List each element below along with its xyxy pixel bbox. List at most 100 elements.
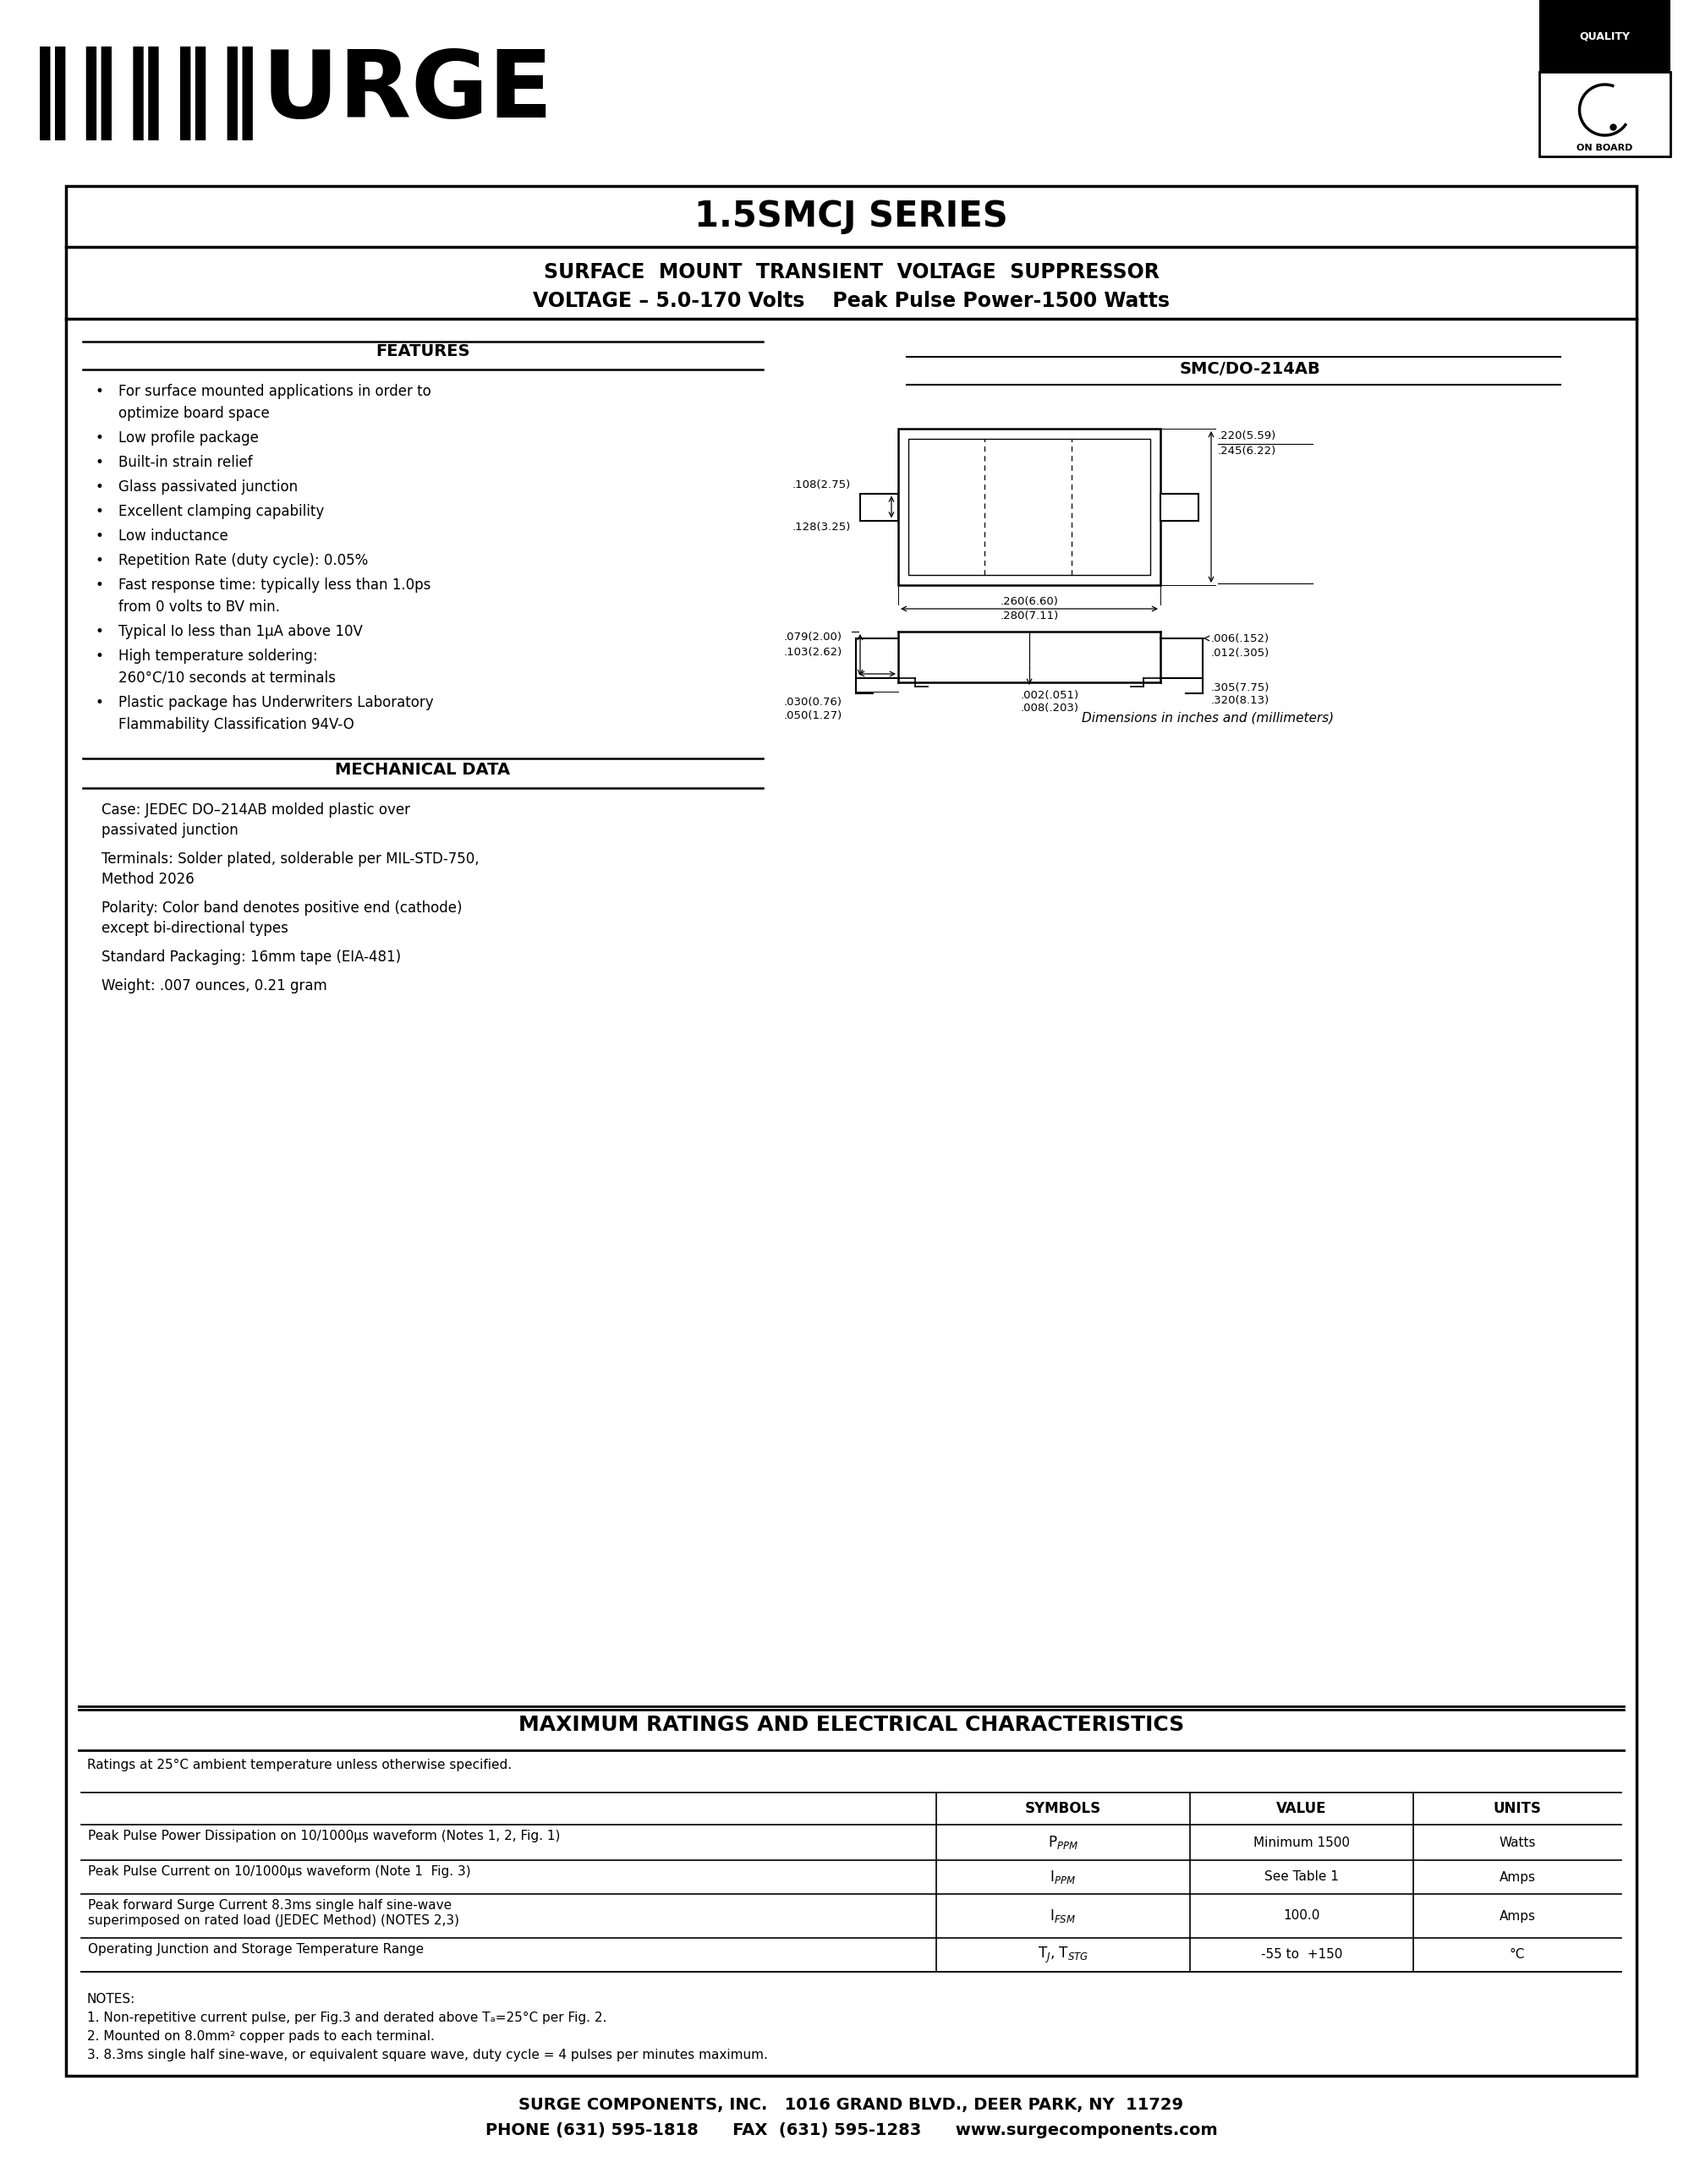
- Text: Peak Pulse Power Dissipation on 10/1000μs waveform (Notes 1, 2, Fig. 1): Peak Pulse Power Dissipation on 10/1000μ…: [88, 1830, 561, 1843]
- Text: •: •: [96, 430, 105, 446]
- Text: ON BOARD: ON BOARD: [1578, 144, 1633, 153]
- Text: .260(6.60): .260(6.60): [1000, 596, 1059, 607]
- Bar: [1160, 494, 1199, 520]
- Text: .220(5.59): .220(5.59): [1218, 430, 1277, 441]
- Text: Ratings at 25°C ambient temperature unless otherwise specified.: Ratings at 25°C ambient temperature unle…: [88, 1758, 512, 1771]
- Text: UNITS: UNITS: [1493, 1802, 1542, 1817]
- Text: MECHANICAL DATA: MECHANICAL DATA: [336, 762, 510, 778]
- Bar: [1539, 72, 1670, 157]
- Text: .245(6.22): .245(6.22): [1218, 446, 1277, 456]
- Text: .006(.152): .006(.152): [1211, 633, 1270, 644]
- Bar: [144, 37, 147, 149]
- Text: Minimum 1500: Minimum 1500: [1253, 1837, 1350, 1848]
- Text: .008(.203): .008(.203): [1020, 703, 1079, 714]
- Text: 1.5SMCJ SERIES: 1.5SMCJ SERIES: [694, 199, 1008, 234]
- Bar: [57, 37, 62, 149]
- Text: •: •: [96, 505, 105, 520]
- Text: •: •: [96, 577, 105, 592]
- Text: SYMBOLS: SYMBOLS: [1025, 1802, 1101, 1817]
- Text: Weight: .007 ounces, 0.21 gram: Weight: .007 ounces, 0.21 gram: [101, 978, 328, 994]
- Bar: [127, 37, 132, 149]
- Text: Repetition Rate (duty cycle): 0.05%: Repetition Rate (duty cycle): 0.05%: [118, 553, 368, 568]
- Text: See Table 1: See Table 1: [1265, 1872, 1339, 1883]
- Text: 100.0: 100.0: [1284, 1909, 1321, 1922]
- Text: ‖‖‖‖‖URGE: ‖‖‖‖‖URGE: [29, 46, 554, 140]
- Bar: [909, 439, 1150, 574]
- Text: .050(1.27): .050(1.27): [784, 710, 843, 721]
- Text: •: •: [96, 529, 105, 544]
- Text: Peak Pulse Current on 10/1000μs waveform (Note 1  Fig. 3): Peak Pulse Current on 10/1000μs waveform…: [88, 1865, 471, 1878]
- Text: NOTES:: NOTES:: [88, 1994, 135, 2005]
- Bar: [899, 428, 1160, 585]
- Text: I$_{PPM}$: I$_{PPM}$: [1051, 1870, 1076, 1885]
- Text: MAXIMUM RATINGS AND ELECTRICAL CHARACTERISTICS: MAXIMUM RATINGS AND ELECTRICAL CHARACTER…: [519, 1714, 1184, 1734]
- Text: .012(.305): .012(.305): [1211, 649, 1270, 660]
- Text: 1. Non-repetitive current pulse, per Fig.3 and derated above Tₐ=25°C per Fig. 2.: 1. Non-repetitive current pulse, per Fig…: [88, 2011, 606, 2025]
- Text: •: •: [96, 480, 105, 494]
- Text: Peak forward Surge Current 8.3ms single half sine-wave: Peak forward Surge Current 8.3ms single …: [88, 1900, 451, 1911]
- Text: .002(.051): .002(.051): [1020, 690, 1079, 701]
- Text: °C: °C: [1510, 1948, 1525, 1961]
- Text: 260°C/10 seconds at terminals: 260°C/10 seconds at terminals: [118, 670, 336, 686]
- Text: -55 to  +150: -55 to +150: [1262, 1948, 1343, 1961]
- Text: Amps: Amps: [1500, 1872, 1535, 1883]
- Text: Terminals: Solder plated, solderable per MIL-STD-750,: Terminals: Solder plated, solderable per…: [101, 852, 480, 867]
- Text: .305(7.75): .305(7.75): [1211, 681, 1270, 692]
- Text: Amps: Amps: [1500, 1909, 1535, 1922]
- Text: 2. Mounted on 8.0mm² copper pads to each terminal.: 2. Mounted on 8.0mm² copper pads to each…: [88, 2031, 434, 2042]
- Bar: [169, 37, 174, 149]
- Text: •: •: [96, 553, 105, 568]
- Text: •: •: [96, 454, 105, 470]
- Text: •: •: [96, 649, 105, 664]
- Bar: [34, 37, 39, 149]
- Text: Method 2026: Method 2026: [101, 871, 194, 887]
- Text: passivated junction: passivated junction: [101, 823, 238, 839]
- Text: Typical Io less than 1μA above 10V: Typical Io less than 1μA above 10V: [118, 625, 363, 640]
- Bar: [110, 37, 113, 149]
- Bar: [76, 37, 81, 149]
- Text: VOLTAGE – 5.0-170 Volts    Peak Pulse Power-1500 Watts: VOLTAGE – 5.0-170 Volts Peak Pulse Power…: [532, 290, 1170, 310]
- Text: SMC/DO-214AB: SMC/DO-214AB: [1181, 360, 1321, 378]
- Text: .103(2.62): .103(2.62): [784, 646, 843, 657]
- Text: .280(7.11): .280(7.11): [1000, 612, 1059, 622]
- Text: •: •: [96, 695, 105, 710]
- Text: Low inductance: Low inductance: [118, 529, 228, 544]
- Text: PHONE (631) 595-1818      FAX  (631) 595-1283      www.surgecomponents.com: PHONE (631) 595-1818 FAX (631) 595-1283 …: [485, 2123, 1218, 2138]
- Text: SURGE COMPONENTS, INC.   1016 GRAND BLVD., DEER PARK, NY  11729: SURGE COMPONENTS, INC. 1016 GRAND BLVD.,…: [519, 2097, 1184, 2112]
- Text: Plastic package has Underwriters Laboratory: Plastic package has Underwriters Laborat…: [118, 695, 434, 710]
- Text: QUALITY: QUALITY: [1579, 31, 1630, 41]
- Text: Low profile package: Low profile package: [118, 430, 258, 446]
- Bar: [117, 37, 122, 149]
- Text: Dimensions in inches and (millimeters): Dimensions in inches and (millimeters): [1083, 712, 1334, 725]
- Text: •: •: [96, 384, 105, 400]
- Text: 3. 8.3ms single half sine-wave, or equivalent square wave, duty cycle = 4 pulses: 3. 8.3ms single half sine-wave, or equiv…: [88, 2049, 768, 2062]
- Text: T$_J$, T$_{STG}$: T$_J$, T$_{STG}$: [1037, 1946, 1088, 1966]
- Text: .320(8.13): .320(8.13): [1211, 695, 1270, 705]
- Text: Operating Junction and Storage Temperature Range: Operating Junction and Storage Temperatu…: [88, 1944, 424, 1955]
- Bar: [24, 37, 30, 149]
- Bar: [42, 37, 47, 149]
- Bar: [160, 37, 164, 149]
- Text: Watts: Watts: [1498, 1837, 1535, 1848]
- Bar: [66, 186, 1637, 2075]
- Text: SURFACE  MOUNT  TRANSIENT  VOLTAGE  SUPPRESSOR: SURFACE MOUNT TRANSIENT VOLTAGE SUPPRESS…: [544, 262, 1159, 282]
- Bar: [93, 37, 98, 149]
- Text: superimposed on rated load (JEDEC Method) (NOTES 2,3): superimposed on rated load (JEDEC Method…: [88, 1915, 459, 1926]
- Text: except bi-directional types: except bi-directional types: [101, 922, 289, 937]
- Bar: [84, 37, 90, 149]
- Text: from 0 volts to BV min.: from 0 volts to BV min.: [118, 598, 280, 614]
- Bar: [860, 494, 899, 520]
- Text: Flammability Classification 94V-O: Flammability Classification 94V-O: [118, 716, 355, 732]
- Bar: [1539, 0, 1670, 72]
- Text: Built-in strain relief: Built-in strain relief: [118, 454, 253, 470]
- Text: Polarity: Color band denotes positive end (cathode): Polarity: Color band denotes positive en…: [101, 900, 463, 915]
- Text: .030(0.76): .030(0.76): [784, 697, 843, 708]
- Text: High temperature soldering:: High temperature soldering:: [118, 649, 318, 664]
- Text: P$_{PPM}$: P$_{PPM}$: [1047, 1835, 1078, 1850]
- Bar: [135, 37, 138, 149]
- Text: .128(3.25): .128(3.25): [792, 522, 851, 533]
- Bar: [152, 37, 157, 149]
- Bar: [101, 37, 106, 149]
- Text: •: •: [96, 625, 105, 640]
- Bar: [51, 37, 54, 149]
